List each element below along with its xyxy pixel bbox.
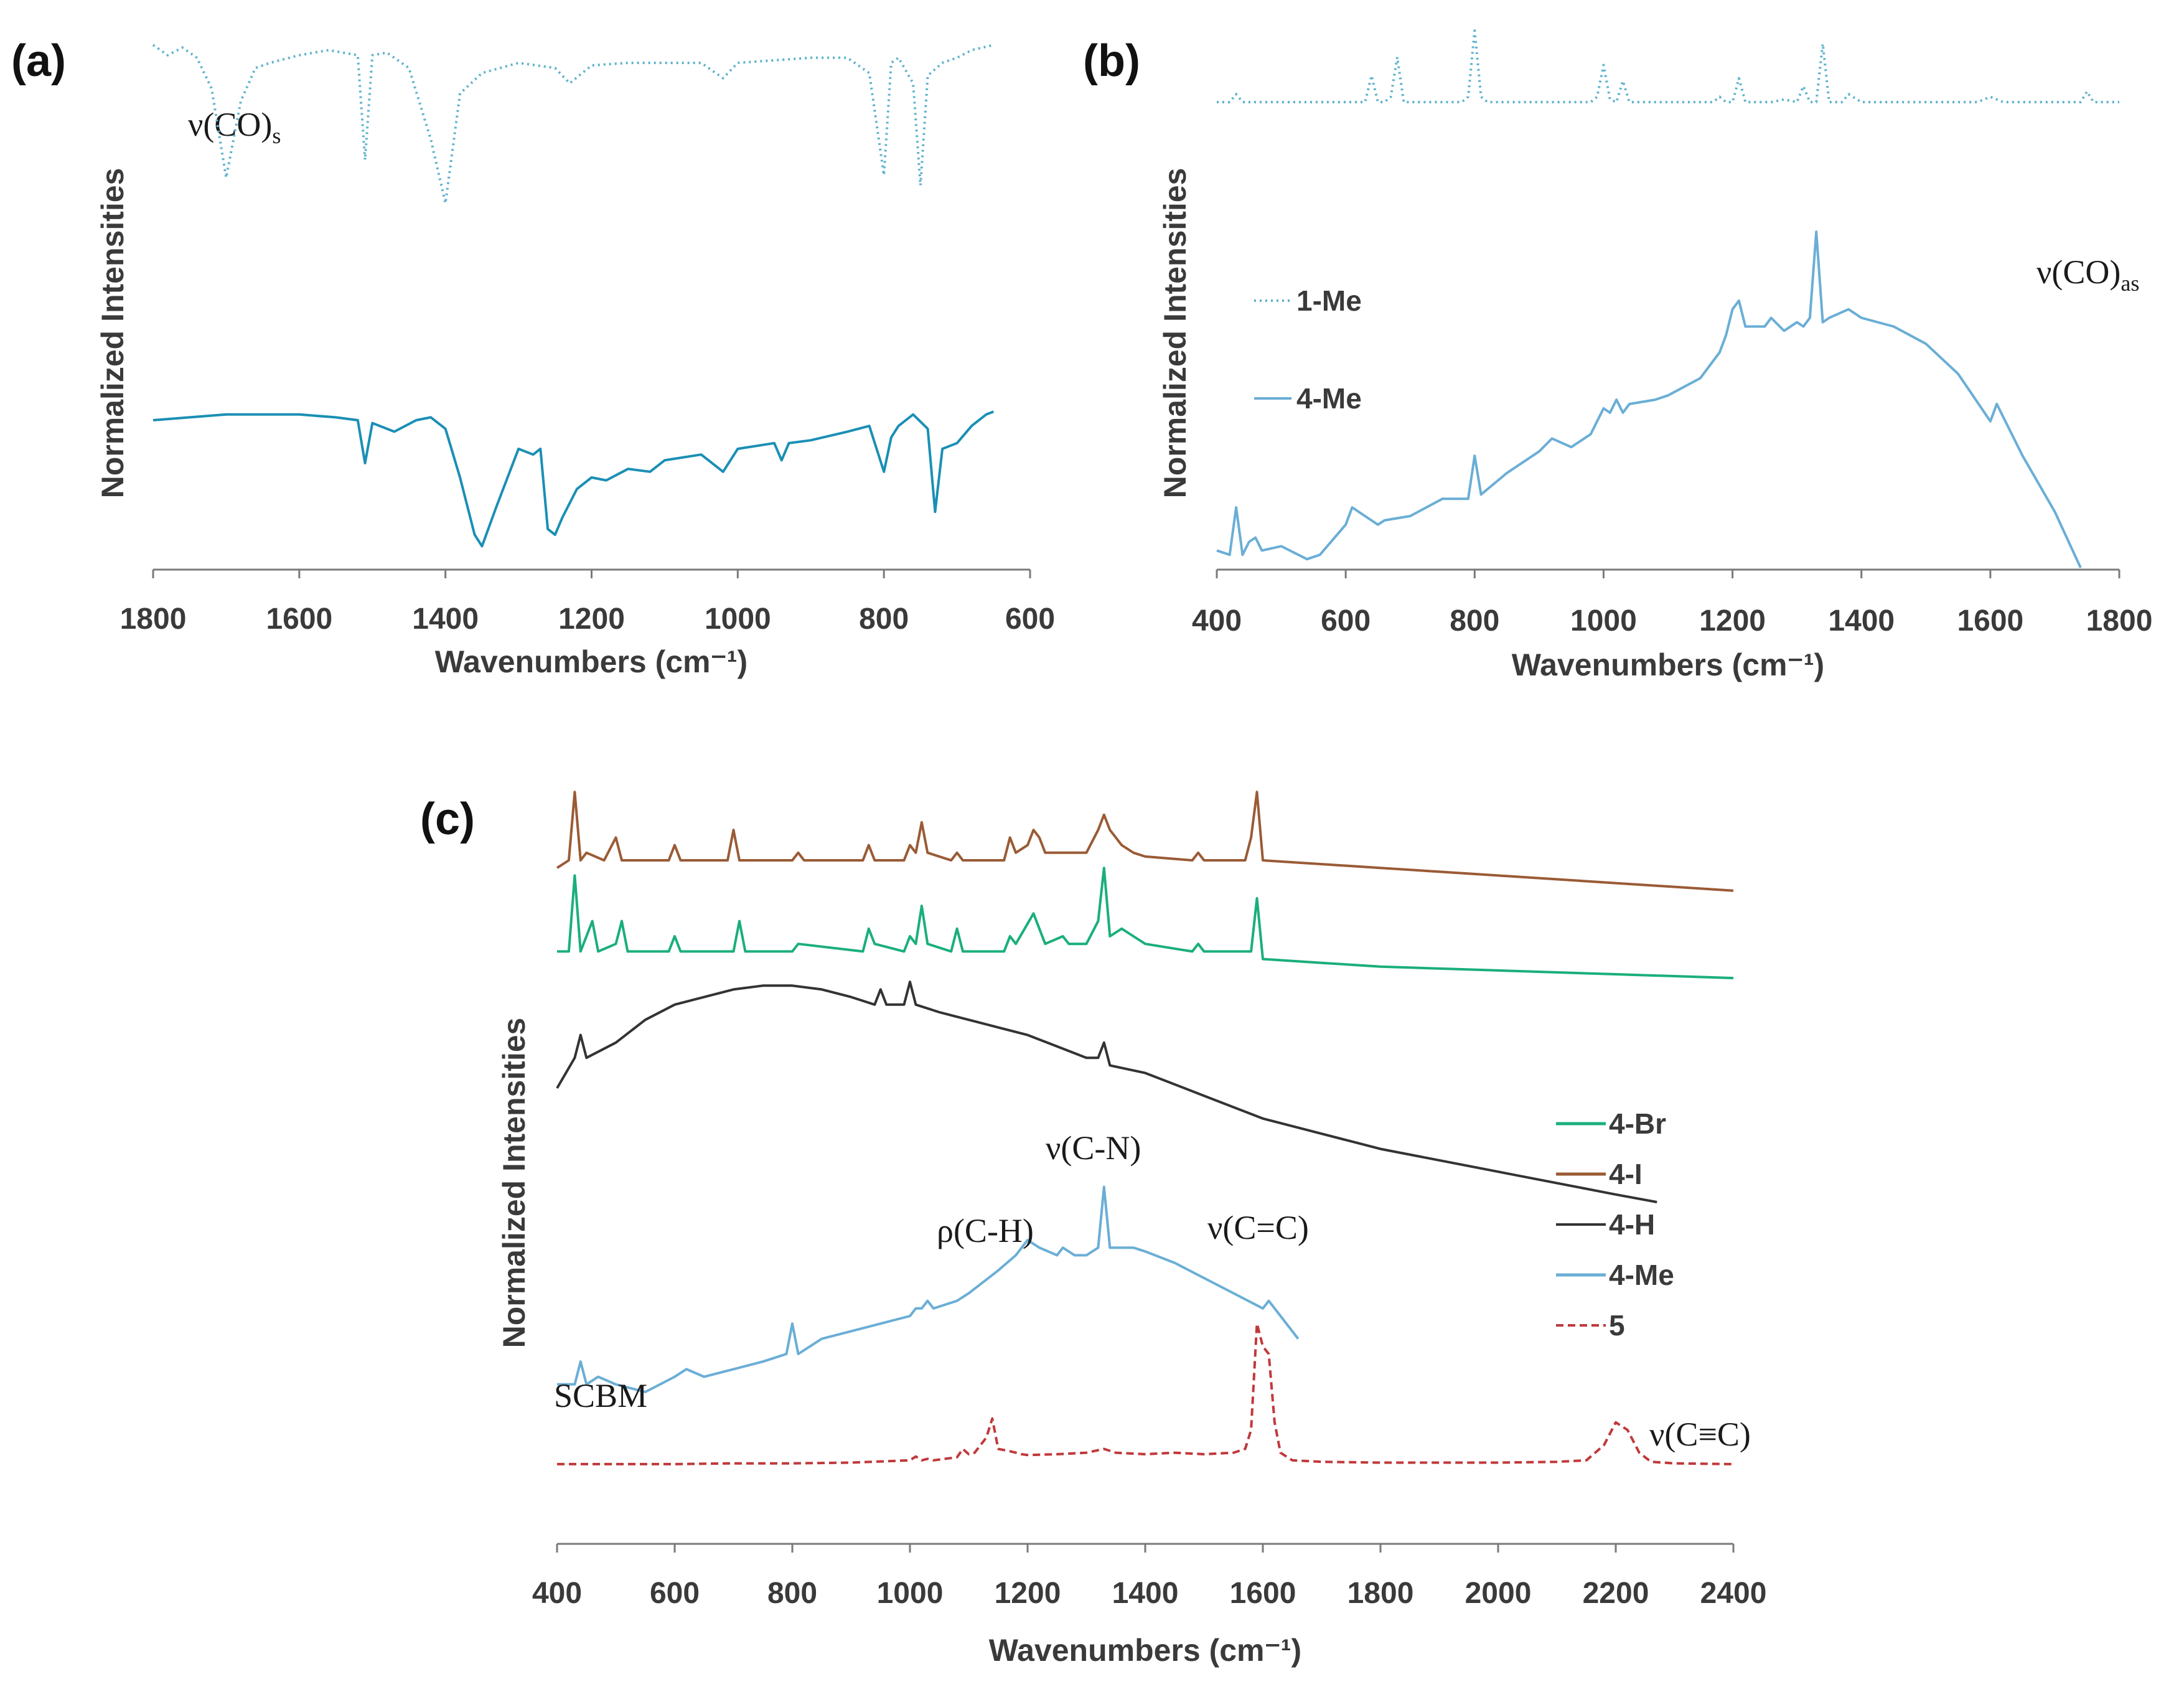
series-line-4-me (1216, 230, 2082, 568)
annotation-nu-cc-double: ν(C=C) (1207, 1209, 1309, 1246)
x-tick-label: 2000 (1465, 1577, 1532, 1610)
panel-c-xlabel: Wavenumbers (cm⁻¹) (989, 1633, 1301, 1668)
annotation-nu-cc-triple: ν(C≡C) (1649, 1416, 1751, 1453)
x-tick-label: 1000 (877, 1577, 944, 1610)
legend-label-4-h: 4-H (1609, 1208, 1655, 1241)
x-tick-label: 1600 (1230, 1577, 1296, 1610)
annotation-scbm: SCBM (554, 1377, 647, 1414)
x-tick-label: 400 (532, 1577, 582, 1610)
x-tick-label: 1800 (1347, 1577, 1414, 1610)
x-tick-label: 1000 (705, 603, 771, 636)
panel-a-ylabel: Normalized Intensities (95, 168, 130, 499)
x-tick-label: 800 (859, 603, 909, 636)
panel-a-label: (a) (11, 36, 66, 86)
x-tick-label: 1000 (1570, 604, 1637, 637)
panel-b-ticks: 400 600 800 1000 1200 1400 1600 1800 (1192, 570, 2152, 637)
x-tick-label: 1400 (1112, 1577, 1179, 1610)
panel-a-ticks: 1800 1600 1400 1200 1000 800 600 (120, 570, 1055, 636)
legend-label-4-me: 4-Me (1296, 382, 1362, 415)
x-tick-label: 1400 (1828, 604, 1895, 637)
panel-c-legend: 4-Br 4-I 4-H 4-Me 5 (1556, 1107, 1674, 1342)
x-tick-label: 1800 (120, 603, 187, 636)
x-tick-label: 1800 (2086, 604, 2153, 637)
series-line-1-me (1217, 29, 2119, 103)
x-tick-label: 600 (1321, 604, 1371, 637)
x-tick-label: 2200 (1583, 1577, 1649, 1610)
series-line-4-h (556, 980, 1657, 1203)
x-tick-label: 800 (767, 1577, 817, 1610)
panel-b-xlabel: Wavenumbers (cm⁻¹) (1512, 647, 1824, 682)
panel-b-legend: 1-Me 4-Me (1254, 284, 1362, 415)
panel-a-xlabel: Wavenumbers (cm⁻¹) (435, 644, 748, 679)
panel-b-ylabel: Normalized Intensities (1158, 168, 1193, 499)
panel-c-ticks: 400 600 800 1000 1200 1400 1600 1800 2000 2200 240… (532, 1544, 1766, 1610)
x-tick-label: 1200 (558, 603, 625, 636)
x-tick-label: 600 (1005, 603, 1055, 636)
panel-a-annotation: ν(CO)s (188, 106, 281, 148)
x-tick-label: 600 (650, 1577, 700, 1610)
series-line-4-br (557, 867, 1734, 980)
annotation-nu-cn: ν(C-N) (1046, 1129, 1141, 1167)
panel-a-series (152, 44, 995, 548)
panel-b: (b) ν(CO)as Normalized Intensities 400 60… (1083, 29, 2152, 682)
series-line-4-i (556, 791, 1734, 892)
series-line-5 (557, 1322, 1734, 1465)
x-tick-label: 1400 (412, 603, 479, 636)
legend-label-4-i: 4-I (1609, 1158, 1643, 1190)
panel-b-series (1216, 29, 2119, 568)
panel-c-series (556, 791, 1734, 1465)
legend-label-4-br: 4-Br (1609, 1107, 1666, 1140)
x-tick-label: 1600 (266, 603, 332, 636)
series-line-4-me (557, 1185, 1300, 1393)
x-tick-label: 800 (1450, 604, 1499, 637)
x-tick-label: 2400 (1700, 1577, 1767, 1610)
annotation-rho-ch: ρ(C-H) (937, 1212, 1034, 1249)
x-tick-label: 1600 (1957, 604, 2023, 637)
series-line-4-me (152, 410, 995, 548)
legend-label-1-me: 1-Me (1296, 284, 1362, 317)
panel-c-ylabel: Normalized Intensities (497, 1018, 532, 1348)
series-line-1-me (152, 44, 994, 205)
legend-label-5: 5 (1609, 1309, 1625, 1342)
panel-b-label: (b) (1083, 36, 1140, 86)
x-tick-label: 1200 (1699, 604, 1766, 637)
x-tick-label: 400 (1192, 604, 1242, 637)
legend-label-4-me: 4-Me (1609, 1259, 1674, 1291)
panel-c-label: (c) (420, 794, 475, 844)
panel-b-annotation: ν(CO)as (2036, 253, 2139, 296)
panel-a: (a) ν(CO)s Normalized Intensities 1800 16… (11, 36, 1055, 679)
x-tick-label: 1200 (995, 1577, 1061, 1610)
panel-c: (c) Normalized Intensities 400 600 800 1000… (420, 791, 1766, 1668)
